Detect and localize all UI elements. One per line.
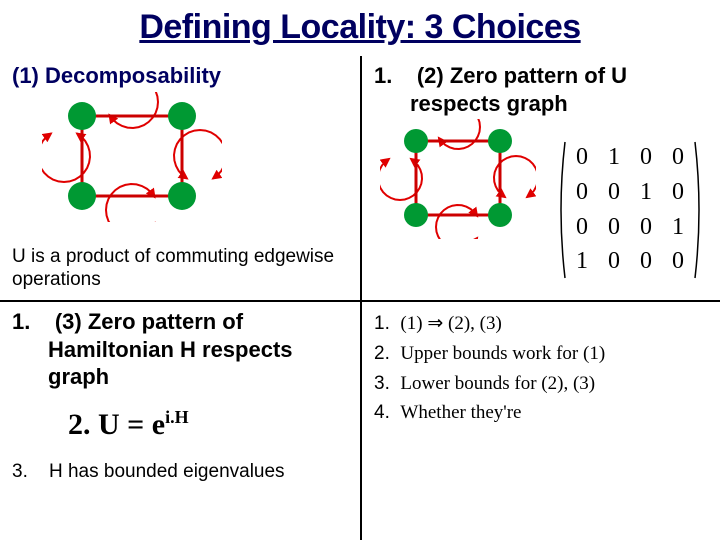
matrix-cell: 1 [662, 210, 694, 245]
cell-summary: 1. (1) ⇒ (2), (3) 2. Upper bounds work fo… [362, 302, 720, 540]
matrix-cell: 1 [630, 175, 662, 210]
matrix-cell: 0 [598, 244, 630, 279]
summary-item-text: Whether they're [400, 402, 521, 423]
bl-formula-exp: i.H [165, 407, 189, 427]
matrix-cell: 0 [566, 175, 598, 210]
paren-left-icon [556, 140, 566, 279]
bl-heading-num: 1. [12, 309, 30, 334]
matrix-row: 1000 [566, 244, 694, 279]
matrix-cell: 1 [566, 244, 598, 279]
summary-item-text: (1) ⇒ (2), (3) [400, 313, 501, 334]
summary-item: 2. Upper bounds work for (1) [374, 342, 708, 366]
matrix-cell: 0 [566, 210, 598, 245]
summary-item-text: Lower bounds for (2), (3) [400, 373, 595, 394]
summary-item-num: 1. [374, 313, 390, 334]
page-title: Defining Locality: 3 Choices [0, 0, 720, 53]
summary-item-num: 3. [374, 373, 390, 394]
matrix-row: 0100 [566, 140, 694, 175]
summary-item: 1. (1) ⇒ (2), (3) [374, 312, 708, 336]
bl-line3: 3. H has bounded eigenvalues [12, 460, 348, 484]
matrix-cell: 0 [598, 175, 630, 210]
cell-decomposability: (1) Decomposability U is a product of co… [0, 56, 360, 300]
summary-item-text: Upper bounds work for (1) [400, 343, 605, 364]
tl-graph [42, 92, 222, 222]
bl-heading: 1. (3) Zero pattern of Hamiltonian H res… [12, 308, 348, 391]
summary-item-num: 4. [374, 402, 390, 423]
tr-graph [380, 119, 536, 239]
bl-heading-main: (3) Zero pattern of Hamiltonian H respec… [48, 309, 293, 389]
tl-heading: (1) Decomposability [12, 62, 348, 90]
bl-formula: 2. U = ei.H [12, 407, 348, 442]
matrix-row: 0001 [566, 210, 694, 245]
bl-formula-lhs: U = e [98, 408, 165, 441]
tl-caption: U is a product of commuting edgewise ope… [12, 246, 348, 292]
slide: Defining Locality: 3 Choices (1) Decompo… [0, 0, 720, 540]
matrix-cell: 0 [630, 244, 662, 279]
tr-heading-num: 1. [374, 63, 392, 88]
summary-item: 3. Lower bounds for (2), (3) [374, 372, 708, 396]
matrix-cell: 0 [630, 140, 662, 175]
tr-matrix: 0100001000011000 [556, 140, 704, 279]
matrix-cell: 0 [662, 244, 694, 279]
matrix-row: 0010 [566, 175, 694, 210]
summary-item: 4. Whether they're [374, 401, 708, 425]
matrix-cell: 0 [566, 140, 598, 175]
tr-heading: 1. (2) Zero pattern of U respects graph [374, 62, 708, 117]
tr-heading-main: (2) Zero pattern of U respects graph [410, 63, 627, 116]
quadrant-grid: (1) Decomposability U is a product of co… [0, 56, 720, 540]
bl-formula-prefix: 2. [68, 408, 98, 441]
matrix-cell: 1 [598, 140, 630, 175]
matrix-cell: 0 [662, 175, 694, 210]
matrix-table: 0100001000011000 [566, 140, 694, 279]
matrix-cell: 0 [630, 210, 662, 245]
cell-zero-pattern-h: 1. (3) Zero pattern of Hamiltonian H res… [0, 302, 360, 540]
bl-line3-text: H has bounded eigenvalues [49, 461, 285, 482]
matrix-cell: 0 [598, 210, 630, 245]
matrix-cell: 0 [662, 140, 694, 175]
summary-item-num: 2. [374, 343, 390, 364]
paren-right-icon [694, 140, 704, 279]
cell-zero-pattern-u: 1. (2) Zero pattern of U respects graph … [362, 56, 720, 300]
bl-line3-num: 3. [12, 461, 28, 482]
